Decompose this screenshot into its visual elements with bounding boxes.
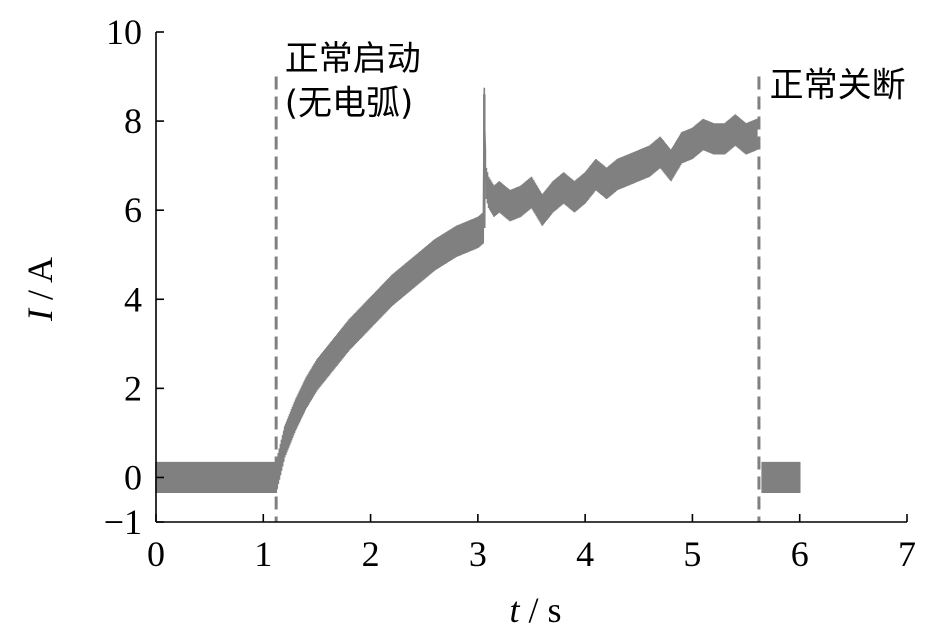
x-tick-label: 3 xyxy=(469,534,487,574)
series-trace-segment xyxy=(155,87,758,494)
y-tick-label: 0 xyxy=(124,457,142,497)
x-tick-label: 1 xyxy=(254,534,272,574)
x-tick-label: 4 xyxy=(576,534,594,574)
annotation-label: 正常关断 xyxy=(770,66,906,106)
y-tick-label: 4 xyxy=(124,279,142,319)
y-tick-label: 8 xyxy=(124,101,142,141)
annotation-label: 正常启动 xyxy=(285,39,421,79)
series-trace-segment xyxy=(761,461,801,494)
plot-layer xyxy=(155,76,801,522)
y-tick-label: 2 xyxy=(124,368,142,408)
x-tick-label: 0 xyxy=(147,534,165,574)
annotation-label: (无电弧) xyxy=(285,83,414,123)
x-tick-label: 6 xyxy=(791,534,809,574)
x-axis-label: t / s xyxy=(509,590,561,630)
y-tick-label: 6 xyxy=(124,190,142,230)
x-tick-label: 7 xyxy=(898,534,916,574)
y-tick-label: 10 xyxy=(106,12,142,52)
y-axis-label: I / A xyxy=(20,257,60,322)
x-tick-label: 2 xyxy=(362,534,380,574)
x-tick-label: 5 xyxy=(683,534,701,574)
y-tick-label: −1 xyxy=(104,502,142,542)
axes xyxy=(155,31,908,523)
